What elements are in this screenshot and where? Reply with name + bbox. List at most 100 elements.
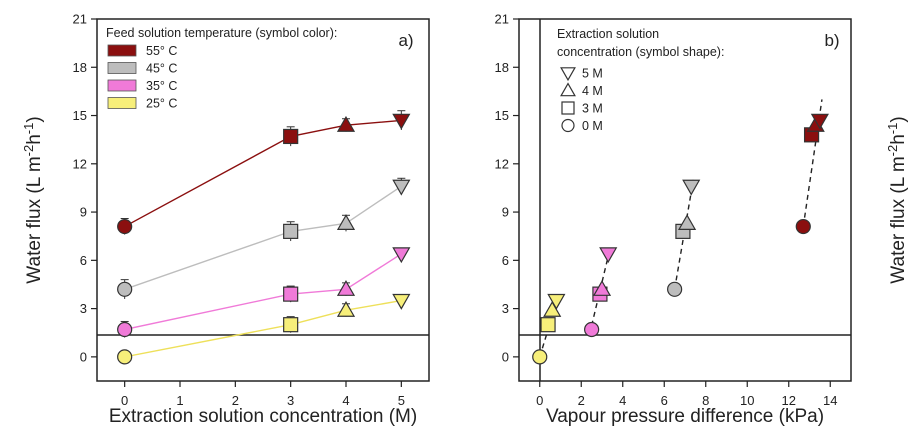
legend-swatch	[107, 97, 137, 109]
trend-line	[588, 247, 611, 335]
data-point	[810, 113, 829, 130]
data-point	[392, 247, 411, 264]
y-tick-label: 3	[502, 301, 509, 316]
panel-a-frame	[96, 18, 430, 382]
panel-b-frame	[518, 18, 852, 382]
legend-label: 55° C	[146, 44, 177, 58]
panel-b-legend-title-line-1: Extraction solution	[557, 27, 659, 41]
data-point	[283, 317, 299, 333]
x-tick-label: 2	[232, 393, 239, 408]
y-tick-label: 3	[80, 301, 87, 316]
panel-a-error-bars	[120, 110, 406, 338]
y-tick-label: 12	[495, 156, 509, 171]
panel-b: 0 3 6 9 12 15 18 21 0 2 4 6 8 10 12 14 b) Extraction s…	[495, 12, 909, 428]
y-tick-label: 6	[502, 253, 509, 268]
data-point	[667, 281, 683, 297]
y-tick-label: 12	[73, 156, 87, 171]
panel-b-y-axis-label: Water flux (L m-2h-1)	[885, 116, 910, 283]
x-tick-label: 8	[702, 393, 709, 408]
data-point	[336, 300, 356, 317]
data-point	[336, 115, 356, 132]
y-tick-label: 18	[73, 60, 87, 75]
data-point	[392, 179, 411, 196]
panel-a-legend-items: 55° C 45° C 35° C 25° C	[107, 44, 177, 111]
x-tick-label: 0	[121, 393, 128, 408]
panel-b-label: b)	[824, 31, 839, 50]
legend-swatch	[107, 62, 137, 74]
data-point	[336, 280, 356, 296]
x-tick-label: 10	[740, 393, 754, 408]
panel-b-markers	[532, 113, 829, 365]
data-point	[599, 247, 618, 264]
x-tick-label: 2	[578, 393, 585, 408]
x-tick-label: 0	[536, 393, 543, 408]
data-point	[283, 223, 299, 239]
data-point	[547, 293, 566, 310]
data-point	[532, 349, 548, 365]
panel-b-y-ticks: 0 3 6 9 12 15 18 21	[495, 12, 519, 364]
y-tick-label: 9	[80, 205, 87, 220]
series-line	[124, 119, 402, 228]
legend-marker	[561, 118, 575, 133]
legend-label: 45° C	[146, 62, 177, 76]
x-tick-label: 3	[287, 393, 294, 408]
data-point	[117, 321, 133, 338]
data-point	[677, 214, 697, 230]
series-line	[124, 253, 402, 331]
series-line	[124, 299, 402, 358]
y-tick-label: 0	[502, 349, 509, 364]
panel-b-legend-title-line-2: concentration (symbol shape):	[557, 45, 724, 59]
legend-swatch	[107, 44, 137, 57]
legend-label: 0 M	[582, 119, 603, 133]
y-tick-label: 21	[73, 12, 87, 27]
x-tick-label: 1	[176, 393, 183, 408]
panel-b-legend: Extraction solution concentration (symbo…	[557, 27, 724, 133]
legend-marker	[560, 82, 576, 97]
data-point	[392, 293, 411, 310]
series-line	[124, 185, 402, 290]
data-point	[117, 349, 133, 365]
panel-a-x-axis-label: Extraction solution concentration (M)	[109, 406, 417, 427]
data-point	[584, 321, 600, 338]
x-tick-label: 14	[823, 393, 837, 408]
panel-a-legend: Feed solution temperature (symbol color)…	[106, 26, 337, 111]
y-tick-label: 15	[73, 108, 87, 123]
data-point	[336, 214, 356, 230]
data-point	[283, 128, 299, 145]
panel-b-x-ticks: 0 2 4 6 8 10 12 14	[536, 381, 837, 408]
data-point	[117, 281, 133, 297]
x-tick-label: 12	[782, 393, 796, 408]
data-point	[682, 179, 701, 196]
x-tick-label: 6	[661, 393, 668, 408]
panel-b-legend-items: 5 M 4 M 3 M 0 M	[560, 67, 603, 133]
panel-a-y-axis-label: Water flux (L m-2h-1)	[21, 116, 46, 283]
legend-swatch	[107, 79, 137, 92]
legend-label: 4 M	[582, 84, 603, 98]
y-tick-label: 0	[80, 349, 87, 364]
legend-marker	[561, 101, 575, 115]
trend-line	[802, 99, 823, 227]
data-point	[117, 218, 133, 235]
legend-marker	[560, 67, 576, 82]
y-tick-label: 15	[495, 108, 509, 123]
legend-label: 3 M	[582, 102, 603, 116]
legend-label: 35° C	[146, 79, 177, 93]
panel-b-x-axis-label: Vapour pressure difference (kPa)	[546, 406, 824, 427]
panel-a-legend-title: Feed solution temperature (symbol color)…	[106, 26, 337, 40]
data-point	[283, 286, 299, 302]
y-tick-label: 18	[495, 60, 509, 75]
x-tick-label: 4	[619, 393, 626, 408]
y-tick-label: 21	[495, 12, 509, 27]
legend-label: 25° C	[146, 97, 177, 111]
panel-a-x-ticks: 0 1 2 3 4 5	[121, 381, 405, 408]
data-point	[592, 280, 612, 296]
x-tick-label: 4	[342, 393, 349, 408]
panel-a-markers	[117, 113, 411, 365]
data-point	[540, 317, 556, 333]
data-point	[392, 113, 411, 130]
x-tick-label: 5	[398, 393, 405, 408]
panel-a-y-ticks: 0 3 6 9 12 15 18 21	[73, 12, 97, 364]
panel-a-label: a)	[398, 31, 413, 50]
